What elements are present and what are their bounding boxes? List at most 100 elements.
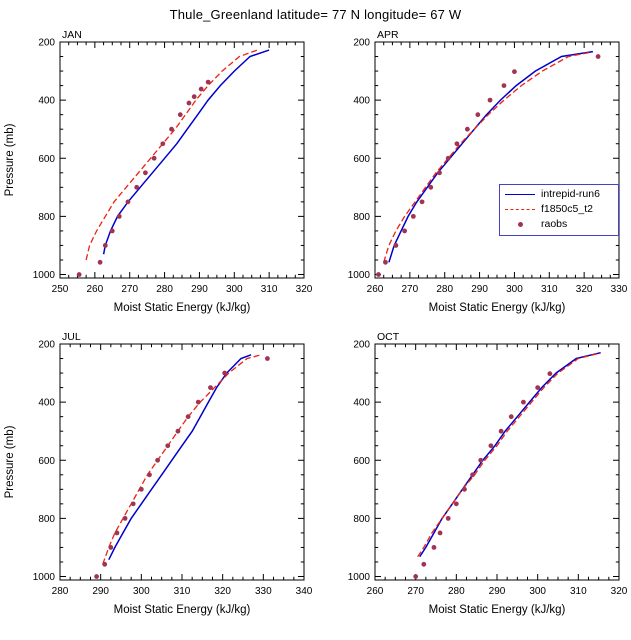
svg-text:800: 800 <box>38 212 55 223</box>
chart-oct: 260 270 280 290 300 310 320 200 400 600 800 1000 OCT… <box>348 331 628 616</box>
svg-text:270: 270 <box>121 284 138 295</box>
svg-text:340: 340 <box>296 586 313 597</box>
dot-swatch <box>517 222 523 227</box>
svg-text:260: 260 <box>87 284 104 295</box>
plot-frame <box>374 41 620 279</box>
svg-text:600: 600 <box>353 154 370 165</box>
x-axis-title: Moist Static Energy (kJ/kg) <box>114 604 251 616</box>
svg-text:320: 320 <box>576 284 593 295</box>
svg-text:200: 200 <box>38 38 55 49</box>
svg-text:290: 290 <box>489 586 506 597</box>
series-raobs <box>413 371 553 579</box>
svg-text:400: 400 <box>353 96 370 107</box>
month-label: JUL <box>62 331 81 343</box>
month-label: OCT <box>377 331 400 343</box>
series-f1850c5_t2 <box>383 51 590 263</box>
panels-grid: 250 260 270 280 290 300 310 320 200 400 600 800 1000… <box>0 26 631 630</box>
legend-sample-2 <box>505 222 535 227</box>
svg-text:300: 300 <box>133 586 150 597</box>
svg-text:290: 290 <box>471 284 488 295</box>
svg-text:310: 310 <box>570 586 587 597</box>
svg-text:260: 260 <box>367 284 384 295</box>
panel-jul: 280 290 300 310 320 330 340 200 400 600 800 1000 JUL… <box>0 328 315 630</box>
svg-text:320: 320 <box>611 586 628 597</box>
svg-text:290: 290 <box>191 284 208 295</box>
legend-sample-0 <box>505 194 535 195</box>
plot-frame <box>59 343 305 581</box>
series-f1850c5_t2 <box>102 354 262 565</box>
svg-text:1000: 1000 <box>348 270 371 281</box>
plot-frame <box>59 41 305 279</box>
svg-text:200: 200 <box>353 340 370 351</box>
svg-text:330: 330 <box>611 284 628 295</box>
legend-item-raobs: raobs <box>505 217 613 232</box>
dashed-line-swatch <box>505 209 535 210</box>
svg-text:280: 280 <box>156 284 173 295</box>
svg-text:320: 320 <box>214 586 231 597</box>
legend-sample-1 <box>505 209 535 210</box>
svg-text:300: 300 <box>529 586 546 597</box>
svg-text:600: 600 <box>38 154 55 165</box>
series-raobs <box>76 79 211 277</box>
chart-apr: 260 270 280 290 300 310 320 330 200 400 600 800 1000… <box>348 29 628 314</box>
svg-text:310: 310 <box>261 284 278 295</box>
y-axis: 200 400 600 800 1000 <box>348 38 619 281</box>
series-intrepid-run6 <box>388 50 594 263</box>
svg-text:300: 300 <box>506 284 523 295</box>
legend-label: f1850c5_t2 <box>541 203 593 215</box>
chart-jan: 250 260 270 280 290 300 310 320 200 400 600 800 1000… <box>4 29 313 314</box>
svg-text:800: 800 <box>353 212 370 223</box>
y-axis: 200 400 600 800 1000 <box>33 38 304 281</box>
svg-text:800: 800 <box>353 514 370 525</box>
x-axis: 260 270 280 290 300 310 320 330 <box>367 42 628 295</box>
svg-text:270: 270 <box>407 586 424 597</box>
svg-text:200: 200 <box>38 340 55 351</box>
series-intrepid-run6 <box>102 49 270 255</box>
svg-text:290: 290 <box>92 586 109 597</box>
svg-text:310: 310 <box>541 284 558 295</box>
chart-jul: 280 290 300 310 320 330 340 200 400 600 800 1000 JUL… <box>4 331 313 616</box>
legend-item-intrepid-run6: intrepid-run6 <box>505 187 613 202</box>
svg-text:280: 280 <box>52 586 69 597</box>
svg-text:1000: 1000 <box>33 270 56 281</box>
panel-jan: 250 260 270 280 290 300 310 320 200 400 600 800 1000… <box>0 26 315 328</box>
x-axis-title: Moist Static Energy (kJ/kg) <box>429 302 566 314</box>
svg-text:800: 800 <box>38 514 55 525</box>
series-intrepid-run6 <box>419 351 601 558</box>
svg-text:280: 280 <box>436 284 453 295</box>
svg-text:400: 400 <box>353 398 370 409</box>
panel-oct: 260 270 280 290 300 310 320 200 400 600 800 1000 OCT… <box>315 328 630 630</box>
svg-text:400: 400 <box>38 398 55 409</box>
y-axis: 200 400 600 800 1000 <box>33 340 304 583</box>
svg-text:270: 270 <box>402 284 419 295</box>
figure-title: Thule_Greenland latitude= 77 N longitude… <box>169 7 462 22</box>
svg-text:320: 320 <box>296 284 313 295</box>
plot-frame <box>374 343 620 581</box>
svg-text:600: 600 <box>38 456 55 467</box>
svg-text:260: 260 <box>367 586 384 597</box>
svg-text:280: 280 <box>448 586 465 597</box>
legend-label: raobs <box>541 218 568 230</box>
svg-text:250: 250 <box>52 284 69 295</box>
y-axis: 200 400 600 800 1000 <box>348 340 619 583</box>
series-intrepid-run6 <box>108 354 252 561</box>
legend: intrepid-run6 f1850c5_t2 raobs <box>499 184 619 236</box>
month-label: APR <box>377 29 399 41</box>
y-axis-title: Pressure (mb) <box>4 425 16 498</box>
x-axis-title: Moist Static Energy (kJ/kg) <box>429 604 566 616</box>
svg-text:400: 400 <box>38 96 55 107</box>
solid-line-swatch <box>505 194 535 195</box>
y-axis-title: Pressure (mb) <box>4 123 16 196</box>
series-f1850c5_t2 <box>85 48 259 261</box>
legend-label: intrepid-run6 <box>541 188 600 200</box>
panel-apr: 260 270 280 290 300 310 320 330 200 400 600 800 1000… <box>315 26 630 328</box>
svg-text:200: 200 <box>353 38 370 49</box>
x-axis: 260 270 280 290 300 310 320 <box>367 344 628 597</box>
svg-text:1000: 1000 <box>33 572 56 583</box>
svg-text:310: 310 <box>174 586 191 597</box>
x-axis-title: Moist Static Energy (kJ/kg) <box>114 302 251 314</box>
svg-text:300: 300 <box>226 284 243 295</box>
series-raobs <box>94 356 270 579</box>
svg-text:600: 600 <box>353 456 370 467</box>
